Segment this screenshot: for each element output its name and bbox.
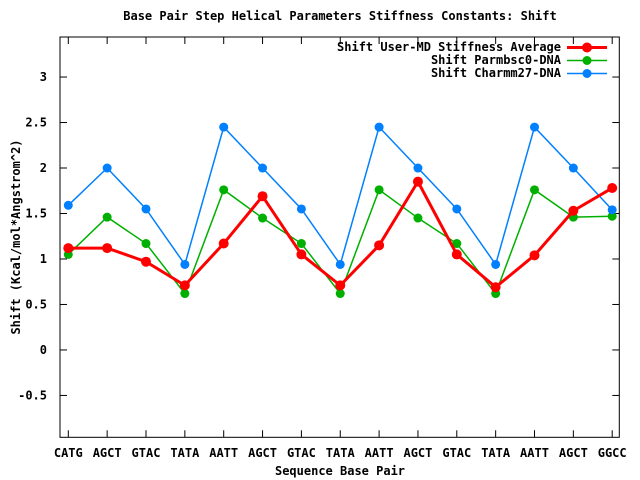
data-point <box>258 213 268 223</box>
data-point <box>102 163 112 173</box>
data-point <box>530 122 539 132</box>
legend-label-user-md: Shift User-MD Stiffness Average <box>337 40 561 54</box>
data-point <box>412 176 423 187</box>
x-axis-tick-label: AGCT <box>559 446 588 460</box>
data-point <box>219 185 229 195</box>
data-point <box>180 289 190 299</box>
data-point <box>374 122 384 132</box>
data-point <box>63 200 73 210</box>
x-axis-tick-label: AATT <box>365 446 394 460</box>
x-axis-tick-label: TATA <box>326 446 356 460</box>
y-axis-tick-label: 0 <box>40 343 47 357</box>
legend: Shift User-MD Stiffness Average Shift Pa… <box>337 41 607 80</box>
x-axis-tick-label: CATG <box>54 446 83 460</box>
data-point <box>413 213 423 223</box>
legend-marker-red-icon <box>567 42 607 53</box>
y-axis-tick-label: -0.5 <box>18 388 47 402</box>
data-point <box>141 239 151 249</box>
x-axis-tick-label: AGCT <box>93 446 122 460</box>
chart-title: Base Pair Step Helical Parameters Stiffn… <box>123 9 557 23</box>
data-point <box>141 204 151 214</box>
legend-label-parmbsc0: Shift Parmbsc0-DNA <box>430 53 561 67</box>
data-point <box>374 240 385 251</box>
legend-row-parmbsc0: Shift Parmbsc0-DNA <box>337 54 607 67</box>
legend-marker-green-icon <box>567 56 607 65</box>
x-axis-tick-label: GTAC <box>132 446 161 460</box>
x-axis-tick-label: AGCT <box>403 446 432 460</box>
x-axis-tick-label: AGCT <box>248 446 277 460</box>
y-axis-tick-label: 2.5 <box>25 116 47 130</box>
y-axis-tick-label: 1 <box>40 252 47 266</box>
data-point <box>296 204 306 214</box>
y-axis-tick-label: 0.5 <box>25 297 47 311</box>
data-point <box>179 280 190 291</box>
data-point <box>63 243 74 254</box>
data-point <box>530 185 539 195</box>
data-point <box>607 211 617 221</box>
data-point <box>219 122 229 132</box>
data-point <box>529 250 540 261</box>
data-point <box>568 163 578 173</box>
legend-marker-blue-icon <box>567 69 607 78</box>
x-axis-title: Sequence Base Pair <box>274 464 406 478</box>
y-axis-tick-label: 2 <box>40 161 47 175</box>
data-point <box>102 212 112 222</box>
data-point <box>413 163 423 173</box>
data-point <box>257 191 268 202</box>
data-point <box>452 204 462 214</box>
data-point <box>568 205 579 216</box>
data-point <box>258 163 268 173</box>
data-point <box>102 243 113 254</box>
x-axis-tick-label: GTAC <box>287 446 316 460</box>
data-point <box>607 205 617 215</box>
y-axis-tick-label: 3 <box>40 70 47 84</box>
data-point <box>335 280 346 291</box>
data-point <box>374 185 384 195</box>
x-axis-tick-label: AATT <box>209 446 238 460</box>
data-point <box>335 289 345 299</box>
legend-label-charmm27: Shift Charmm27-DNA <box>430 66 561 80</box>
data-point <box>296 239 306 249</box>
data-point <box>451 249 462 260</box>
data-point <box>180 259 190 269</box>
legend-row-charmm27: Shift Charmm27-DNA <box>337 67 607 80</box>
series-line <box>68 178 613 290</box>
x-axis-tick-label: TATA <box>170 446 200 460</box>
data-point <box>491 259 501 269</box>
data-point <box>335 259 345 269</box>
x-axis-tick-label: GTAC <box>442 446 471 460</box>
data-point <box>296 249 307 260</box>
x-axis-tick-label: AATT <box>520 446 549 460</box>
plot-border <box>59 36 620 438</box>
legend-row-user-md: Shift User-MD Stiffness Average <box>337 41 607 54</box>
data-point <box>490 282 501 293</box>
y-axis-tick-label: 1.5 <box>25 206 47 220</box>
data-point <box>607 183 618 194</box>
x-axis-tick-label: TATA <box>481 446 511 460</box>
data-point <box>452 239 462 249</box>
x-axis-tick-label: GGCC <box>598 446 627 460</box>
data-point <box>218 238 229 249</box>
data-point <box>141 256 151 267</box>
